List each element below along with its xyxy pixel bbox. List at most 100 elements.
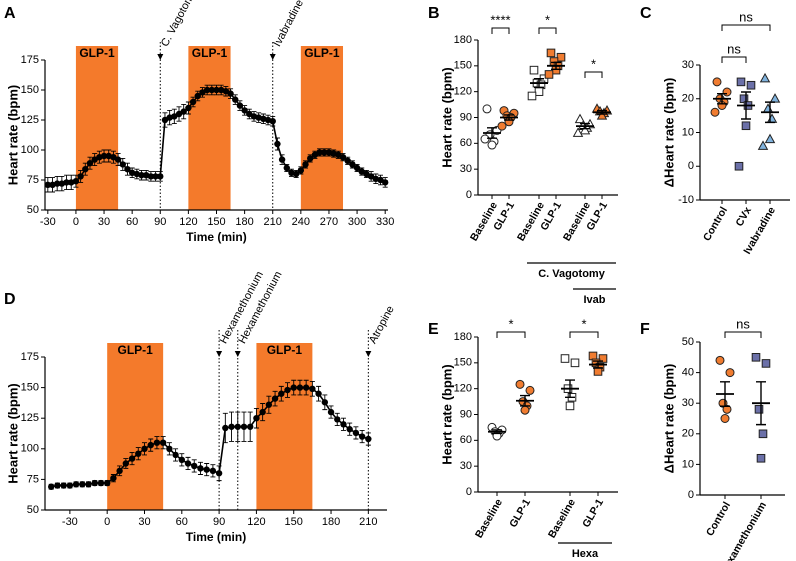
data-point xyxy=(97,479,105,487)
shaded-label: GLP-1 xyxy=(192,46,228,60)
x-tick-label: 270 xyxy=(320,216,338,228)
group-label: C. Vagotomy xyxy=(538,268,606,280)
annotation-label: C. Vagotomy xyxy=(159,0,199,49)
data-point xyxy=(725,368,735,378)
data-point xyxy=(79,481,86,488)
data-point xyxy=(147,173,155,180)
data-point xyxy=(365,435,372,443)
data-point xyxy=(315,390,322,397)
y-tick-label: 50 xyxy=(27,204,39,216)
error-bar xyxy=(720,381,730,407)
y-tick-label: 0 xyxy=(466,486,472,498)
data-point xyxy=(352,429,360,437)
shaded-region xyxy=(256,343,313,510)
x-tick-label: 150 xyxy=(207,216,225,228)
panel-letter: F xyxy=(640,321,650,338)
y-tick-label: 60 xyxy=(460,137,472,149)
data-point xyxy=(546,48,556,58)
y-axis-label: Heart rate (bpm) xyxy=(5,383,20,483)
data-point xyxy=(228,423,235,430)
y-tick-label: 30 xyxy=(460,163,472,175)
data-point xyxy=(172,451,179,459)
data-point xyxy=(349,161,356,168)
x-tick-label: 180 xyxy=(322,516,340,528)
error-bar xyxy=(504,114,514,121)
data-point xyxy=(534,87,544,96)
error-bar xyxy=(492,429,502,435)
data-point xyxy=(265,401,273,408)
y-tick-label: 30 xyxy=(460,460,472,472)
data-point xyxy=(77,173,84,180)
y-tick-label: 0 xyxy=(688,489,694,501)
panel-letter: A xyxy=(4,5,16,22)
y-tick-label: 50 xyxy=(27,504,39,516)
x-tick-label: 300 xyxy=(348,216,366,228)
data-point xyxy=(712,77,722,87)
category-label: Baseline xyxy=(473,497,505,541)
y-axis-label: ΔHeart rate (bpm) xyxy=(661,78,676,188)
shaded-region xyxy=(300,46,344,210)
significance-label: ns xyxy=(739,9,753,24)
data-point xyxy=(269,118,276,125)
y-axis-label: ΔHeart rate (bpm) xyxy=(661,364,676,474)
annotation-arrow xyxy=(365,351,372,357)
x-tick-label: 330 xyxy=(376,216,394,228)
data-point xyxy=(274,140,281,148)
data-point xyxy=(240,423,248,430)
error-bar xyxy=(597,109,607,115)
significance-bracket xyxy=(569,331,599,338)
category-label: Baseline xyxy=(546,497,578,541)
panel-letter: E xyxy=(428,321,439,338)
data-point xyxy=(166,445,173,452)
data-point xyxy=(60,482,67,489)
data-point xyxy=(203,466,210,473)
data-point xyxy=(598,354,608,363)
data-point xyxy=(122,460,130,467)
data-point xyxy=(247,423,254,430)
data-point xyxy=(222,424,229,432)
y-tick-label: 75 xyxy=(27,473,39,485)
error-bar xyxy=(741,91,751,120)
error-bar xyxy=(717,92,727,105)
data-point xyxy=(339,154,347,161)
data-point xyxy=(159,439,167,446)
data-point xyxy=(241,107,248,114)
data-point xyxy=(208,86,216,94)
panel-letter: D xyxy=(4,291,16,308)
y-tick-label: 125 xyxy=(21,412,39,424)
significance-label: * xyxy=(508,316,513,331)
data-point xyxy=(570,358,580,368)
data-point xyxy=(525,385,535,395)
x-tick-label: 180 xyxy=(235,216,253,228)
y-tick-label: 10 xyxy=(682,126,694,138)
data-point xyxy=(259,408,266,416)
category-label: Control xyxy=(704,500,733,538)
data-point xyxy=(766,113,778,123)
data-point xyxy=(292,170,300,178)
data-point xyxy=(141,445,148,452)
data-point xyxy=(710,107,720,117)
significance-bracket xyxy=(496,331,526,338)
data-point xyxy=(321,149,328,156)
data-point xyxy=(736,77,746,87)
error-bar xyxy=(551,61,561,70)
data-point xyxy=(487,140,497,150)
data-point xyxy=(185,104,192,112)
data-point xyxy=(215,470,223,477)
data-point xyxy=(72,481,80,488)
error-bar xyxy=(565,379,575,398)
data-point xyxy=(296,384,304,391)
data-point xyxy=(754,405,764,414)
data-point xyxy=(44,181,52,188)
x-tick-label: 30 xyxy=(98,216,110,228)
y-tick-label: 90 xyxy=(460,408,472,420)
error-bar xyxy=(487,127,497,139)
category-label: Control xyxy=(701,205,730,243)
data-point xyxy=(579,124,591,135)
significance-bracket xyxy=(721,56,747,63)
data-point xyxy=(189,98,197,106)
x-tick-label: 150 xyxy=(285,516,303,528)
data-point xyxy=(48,483,55,490)
x-tick-label: 30 xyxy=(138,516,150,528)
